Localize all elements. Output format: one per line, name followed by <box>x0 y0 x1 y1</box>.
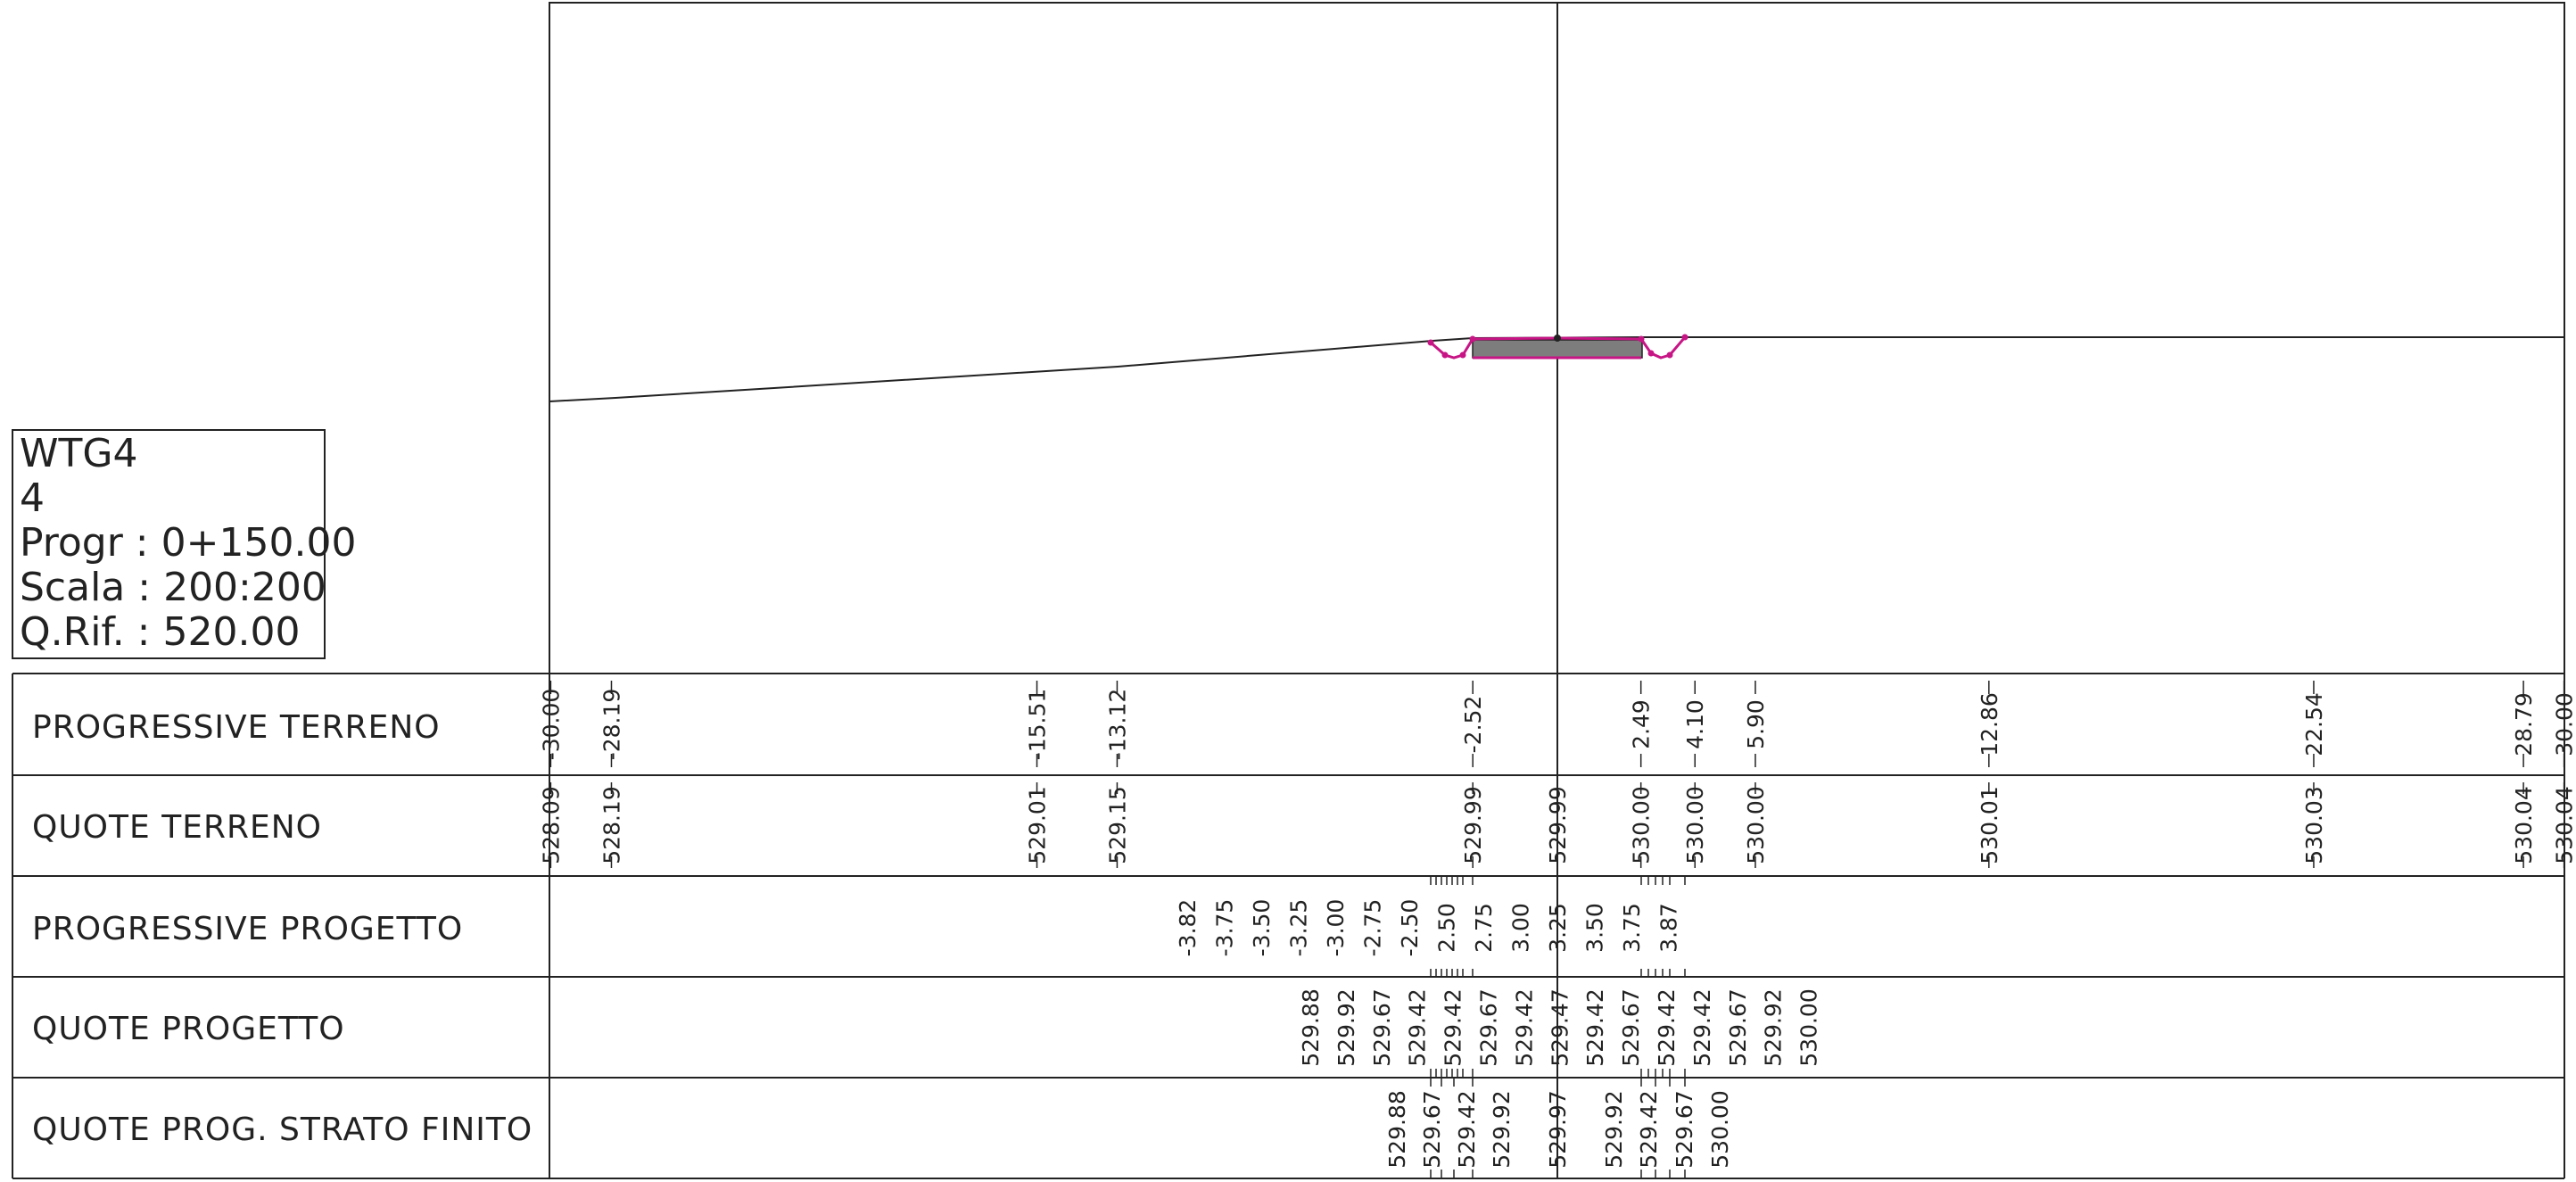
section-vertex <box>1469 335 1476 343</box>
progressive-progetto-value: 2.75 <box>1471 903 1497 953</box>
progressive-progetto-value: 2.50 <box>1434 903 1460 953</box>
quote-terreno-value: 529.15 <box>1104 786 1130 864</box>
progressive-progetto-value: -2.75 <box>1360 899 1386 957</box>
quote-strato-finito-value: 529.97 <box>1545 1090 1571 1168</box>
quote-strato-finito-value: 529.67 <box>1672 1090 1697 1168</box>
quote-progetto-value: 529.67 <box>1725 988 1751 1066</box>
progressive-progetto-value: -3.75 <box>1212 899 1238 957</box>
section-vertex <box>1647 350 1655 357</box>
quote-terreno-value: 530.03 <box>2301 786 2327 864</box>
quote-strato-finito-value: 529.42 <box>1636 1090 1662 1168</box>
progressive-progetto-value: 3.00 <box>1508 903 1534 953</box>
section-vertex <box>1638 335 1645 343</box>
quote-strato-finito-value: 529.42 <box>1454 1090 1480 1168</box>
section-title: WTG4 <box>20 431 137 476</box>
progressive-progetto-value: -3.50 <box>1249 899 1275 957</box>
quote-progetto-value: 529.67 <box>1618 988 1644 1066</box>
progressive-terreno-value: 2.49 <box>1629 699 1655 749</box>
quote-terreno-value: 529.01 <box>1025 786 1051 864</box>
quote-progetto-value: 529.47 <box>1547 988 1573 1066</box>
row-label-progressive-progetto: PROGRESSIVE PROGETTO <box>32 911 463 947</box>
row-label-progressive-terreno: PROGRESSIVE TERRENO <box>32 709 441 746</box>
quote-terreno-value: 530.00 <box>1629 786 1655 864</box>
quote-terreno-value: 529.99 <box>1460 786 1486 864</box>
quote-progetto-value: 529.92 <box>1761 988 1787 1066</box>
progressive-terreno-value: 30.00 <box>2552 692 2576 756</box>
terrain-profile-line <box>549 336 2564 402</box>
progressive-info: Progr : 0+150.00 <box>20 520 356 566</box>
quote-progetto-value: 529.67 <box>1369 988 1395 1066</box>
quote-terreno-value: 528.19 <box>599 786 624 864</box>
quote-progetto-value: 529.42 <box>1405 988 1431 1066</box>
quote-strato-finito-value: 529.92 <box>1601 1090 1627 1168</box>
pavement-layer <box>1472 339 1643 359</box>
section-vertex <box>1427 339 1434 346</box>
section-vertex <box>1666 351 1673 359</box>
row-label-quote-terreno: QUOTE TERRENO <box>32 809 322 846</box>
progressive-progetto-value: 3.50 <box>1582 903 1608 953</box>
quote-progetto-value: 529.42 <box>1441 988 1466 1066</box>
quote-terreno-value: 528.09 <box>538 786 564 864</box>
progressive-progetto-value: 3.75 <box>1619 903 1645 953</box>
quote-terreno-value: 530.00 <box>1743 786 1769 864</box>
info-box-frame <box>12 429 326 659</box>
progressive-progetto-value: 3.87 <box>1656 903 1682 953</box>
section-number: 4 <box>20 475 45 521</box>
quote-strato-finito-value: 529.92 <box>1489 1090 1515 1168</box>
info-box: WTG4 4 Progr : 0+150.00 Scala : 200:200 … <box>12 429 356 659</box>
progressive-terreno-value: 22.54 <box>2301 692 2327 756</box>
progressive-terreno-value: -30.00 <box>538 689 564 761</box>
progressive-terreno-value: -15.51 <box>1025 689 1051 761</box>
quote-progetto-value: 529.92 <box>1333 988 1359 1066</box>
quote-progetto-value: 530.00 <box>1796 988 1822 1066</box>
progressive-terreno-value: 5.90 <box>1743 699 1769 749</box>
quote-terreno-value: 529.99 <box>1545 786 1571 864</box>
progressive-progetto-value: 3.25 <box>1545 903 1571 953</box>
progressive-terreno-value: -2.52 <box>1460 696 1486 754</box>
quote-progetto-value: 529.67 <box>1476 988 1502 1066</box>
road-section <box>1427 334 1688 360</box>
scale-info: Scala : 200:200 <box>20 565 326 610</box>
quote-terreno-value: 530.04 <box>2552 786 2576 864</box>
quote-terreno-value: 530.04 <box>2511 786 2537 864</box>
row-values: -30.00 -28.19 -15.51 -13.12 -2.52 2.49 4.10 5.9… <box>538 681 2576 1178</box>
progressive-progetto-value: -3.25 <box>1286 899 1312 957</box>
progressive-terreno-value: 4.10 <box>1682 699 1708 749</box>
quote-strato-finito-value: 529.88 <box>1384 1090 1410 1168</box>
progressive-progetto-value: -3.00 <box>1323 899 1349 957</box>
progressive-terreno-value: -28.19 <box>599 689 624 761</box>
quote-progetto-value: 529.42 <box>1511 988 1537 1066</box>
section-vertex <box>1441 351 1449 359</box>
section-vertex <box>1459 351 1466 359</box>
progressive-terreno-value: -13.12 <box>1104 689 1130 761</box>
quote-terreno-value: 530.00 <box>1682 786 1708 864</box>
row-label-quote-strato-finito: QUOTE PROG. STRATO FINITO <box>32 1112 533 1148</box>
quote-progetto-value: 529.88 <box>1298 988 1324 1066</box>
reference-quota-info: Q.Rif. : 520.00 <box>20 609 300 655</box>
quote-strato-finito-value: 530.00 <box>1707 1090 1733 1168</box>
quote-progetto-value: 529.42 <box>1582 988 1608 1066</box>
progressive-progetto-value: -2.50 <box>1397 899 1423 957</box>
data-table: PROGRESSIVE TERRENO QUOTE TERRENO PROGRE… <box>12 673 2576 1179</box>
quote-progetto-value: 529.42 <box>1654 988 1680 1066</box>
section-vertex <box>1681 334 1688 341</box>
row-label-quote-progetto: QUOTE PROGETTO <box>32 1011 345 1047</box>
quote-progetto-value: 529.42 <box>1689 988 1715 1066</box>
axis-point <box>1554 335 1561 342</box>
progressive-terreno-value: 28.79 <box>2511 692 2537 756</box>
progressive-progetto-value: -3.82 <box>1175 899 1201 957</box>
progressive-terreno-value: 12.86 <box>1977 692 2002 756</box>
quote-terreno-value: 530.01 <box>1977 786 2002 864</box>
quote-strato-finito-value: 529.67 <box>1419 1090 1445 1168</box>
